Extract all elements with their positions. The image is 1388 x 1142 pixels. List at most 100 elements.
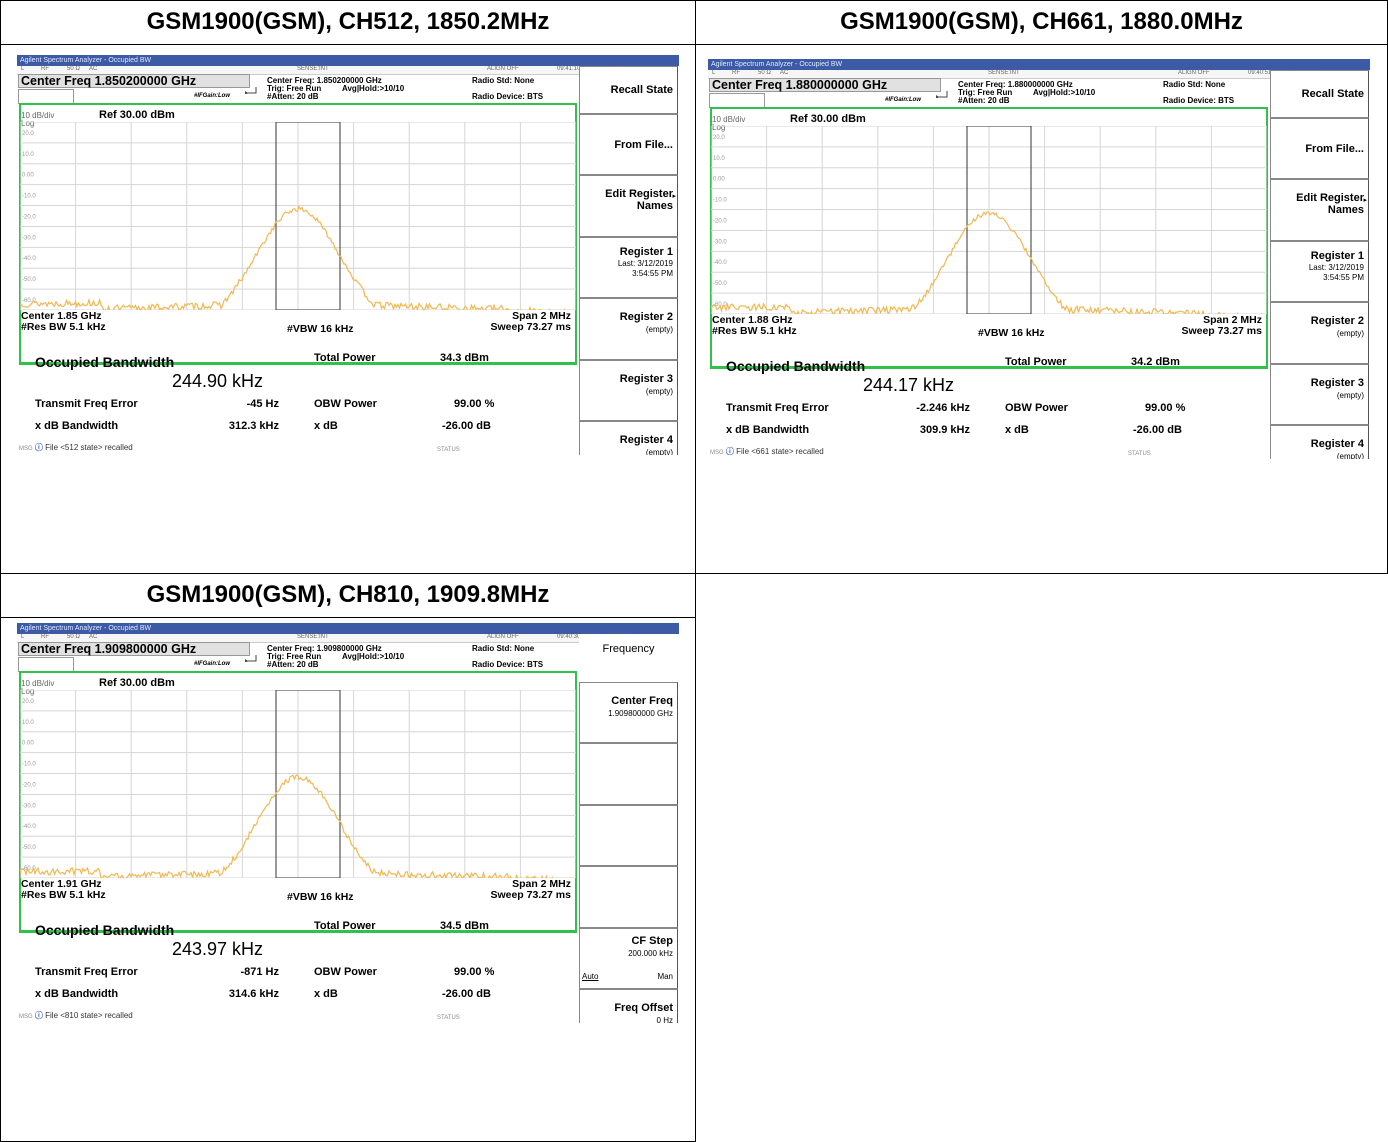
softkey-from-file[interactable]: From File... (579, 114, 678, 175)
footer-center: Center 1.91 GHz (21, 879, 102, 890)
softkey-recall-state[interactable]: Recall State (1270, 70, 1369, 118)
meas-xdb-bw-label-text: x dB Bandwidth (35, 988, 119, 1000)
softkey-from-file[interactable]: From File... (1270, 118, 1369, 179)
softkey-sublabel: Names (636, 200, 673, 212)
dropdown-arrow-icon (245, 87, 257, 94)
softkey-blank[interactable] (579, 743, 678, 805)
status-item: AC (89, 634, 98, 640)
footer-center-text: Center 1.91 GHz (21, 878, 102, 890)
softkey-freq-offset[interactable]: Freq Offset 0 Hz (579, 989, 678, 1023)
center-freq-display[interactable]: Center Freq 1.850200000 GHz (18, 74, 250, 88)
softkey-center-freq[interactable]: Center Freq 1.909800000 GHz (579, 682, 678, 743)
tfe-label: Transmit Freq Error (726, 402, 829, 414)
softkey-sublabel: (empty) (645, 325, 673, 334)
status-item: SENSE:INT (297, 66, 329, 72)
info-radio-device: Radio Device: BTS (1163, 96, 1234, 105)
info-trig-text: Trig: Free Run (958, 88, 1013, 97)
softkey-edit-register[interactable]: Edit Register Names ▸ (579, 175, 678, 237)
ref-level-label: Ref 30.00 dBm (99, 677, 175, 689)
panel-ch661: GSM1900(GSM), CH661, 1880.0MHz Agilent S… (695, 0, 1388, 574)
softkey-recall-state[interactable]: Recall State (579, 66, 678, 114)
message-line: MSG ⓘ File <810 state> recalled (19, 1010, 133, 1021)
softkey-register-4[interactable]: Register 4 (empty) (579, 421, 678, 455)
y-tick-label: -60.0 (22, 866, 36, 872)
softkey-register-2[interactable]: Register 2 (empty) (579, 298, 678, 360)
meas-total-power-value-text: 34.5 dBm (440, 920, 489, 932)
status-item: ALIGN OFF (1178, 70, 1210, 76)
info-icon: ⓘ (34, 443, 43, 452)
xdb-bw-value: 312.3 kHz (229, 420, 279, 432)
softkey-edit-register[interactable]: Edit Register Names ▸ (1270, 179, 1369, 241)
ref-level-text: Ref 30.00 dBm (790, 113, 866, 125)
softkey-register-3[interactable]: Register 3 (empty) (1270, 364, 1369, 425)
scale-log-label: Log (712, 123, 725, 132)
status-item: L (21, 634, 25, 640)
man-option[interactable]: Man (657, 972, 673, 981)
softkey-register-2[interactable]: Register 2 (empty) (1270, 302, 1369, 364)
footer-center: Center 1.88 GHz (712, 315, 793, 326)
softkey-register-4[interactable]: Register 4 (empty) (1270, 425, 1369, 459)
info-radio-std-text: Radio Std: None (472, 644, 535, 653)
auto-option[interactable]: Auto (582, 972, 599, 981)
center-freq-display[interactable]: Center Freq 1.880000000 GHz (709, 78, 941, 92)
softkey-register-1[interactable]: Register 1 Last: 3/12/2019 3:54:55 PM (579, 237, 678, 298)
status-item: SENSE:INT (297, 634, 329, 640)
softkey-label: From File... (614, 138, 673, 151)
softkey-label: Register 3 (619, 373, 673, 385)
obw-value: 244.17 kHz (863, 375, 954, 396)
msg-prefix-text: MSG (19, 446, 33, 452)
footer-sweep-text: Sweep 73.27 ms (490, 321, 571, 333)
spectrum-plot: 20.010.00.00-10.0-20.0-30.0-40.0-50.0-60… (711, 126, 1267, 314)
info-trig-text: Trig: Free Run (267, 84, 322, 93)
obw-label: Occupied Bandwidth (35, 922, 174, 938)
spectrum-trace (20, 774, 572, 878)
panel-ch810: GSM1900(GSM), CH810, 1909.8MHz Agilent S… (0, 573, 696, 1142)
entry-field[interactable] (18, 89, 74, 104)
meas-xdb-bw-value-text: 314.6 kHz (228, 988, 279, 1000)
info-trig: Trig: Free Run (267, 84, 321, 93)
xdb-value: -26.00 dB (442, 420, 491, 432)
status-item: L (21, 66, 25, 72)
softkey-register-3[interactable]: Register 3 (empty) (579, 360, 678, 421)
spectrum-analyzer-screenshot: Agilent Spectrum Analyzer - Occupied BW … (17, 623, 679, 1023)
meas-divider (19, 931, 577, 933)
scale-div-label: 10 dB/div (21, 111, 54, 120)
info-trig: Trig: Free Run (958, 88, 1012, 97)
footer-vbw-text: #VBW 16 kHz (287, 891, 354, 903)
softkey-label: Recall State (1301, 88, 1364, 100)
status-item: L (712, 70, 716, 76)
y-tick-label: 20.0 (22, 699, 34, 705)
entry-field[interactable] (18, 657, 74, 672)
softkey-frequency: Frequency (579, 634, 678, 682)
softkey-register-1[interactable]: Register 1 Last: 3/12/2019 3:54:55 PM (1270, 241, 1369, 302)
dropdown-arrow-icon (245, 655, 257, 662)
y-tick-label: -50.0 (22, 277, 36, 283)
status-item: ALIGN OFF (487, 66, 519, 72)
center-freq-display[interactable]: Center Freq 1.909800000 GHz (18, 642, 250, 656)
entry-field[interactable] (709, 93, 765, 108)
softkey-label: Edit Register (605, 188, 673, 200)
y-tick-label: -50.0 (22, 845, 36, 851)
meas-total-power-label-text: Total Power (314, 920, 376, 932)
obw-value: 243.97 kHz (172, 939, 263, 960)
footer-vbw-text: #VBW 16 kHz (978, 327, 1045, 339)
obw-power-label: OBW Power (314, 398, 377, 410)
y-tick-label: 10.0 (713, 156, 725, 162)
obw-marker-box (275, 690, 341, 878)
softkey-sublabel: (empty) (1336, 391, 1364, 400)
app-title-bar: Agilent Spectrum Analyzer - Occupied BW (17, 55, 679, 66)
ref-level-text: Ref 30.00 dBm (99, 677, 175, 689)
meas-total-power-value-text: 34.3 dBm (440, 352, 489, 364)
softkey-cf-step[interactable]: CF Step 200.000 kHz Auto Man (579, 928, 678, 989)
scale-div-text: 10 dB/div (21, 111, 55, 120)
y-tick-label: -40.0 (22, 256, 36, 262)
softkey-blank[interactable] (579, 866, 678, 928)
scale-div-text: 10 dB/div (21, 679, 55, 688)
y-tick-label: 0.00 (713, 177, 725, 183)
obw-value: 244.90 kHz (172, 371, 263, 392)
y-tick-label: -20.0 (22, 214, 36, 220)
msg-prefix-text: MSG (19, 1014, 33, 1020)
meas-obw-value-text: 244.90 kHz (172, 371, 264, 391)
softkey-blank[interactable] (579, 805, 678, 866)
app-title-text: Agilent Spectrum Analyzer - Occupied BW (20, 57, 152, 64)
